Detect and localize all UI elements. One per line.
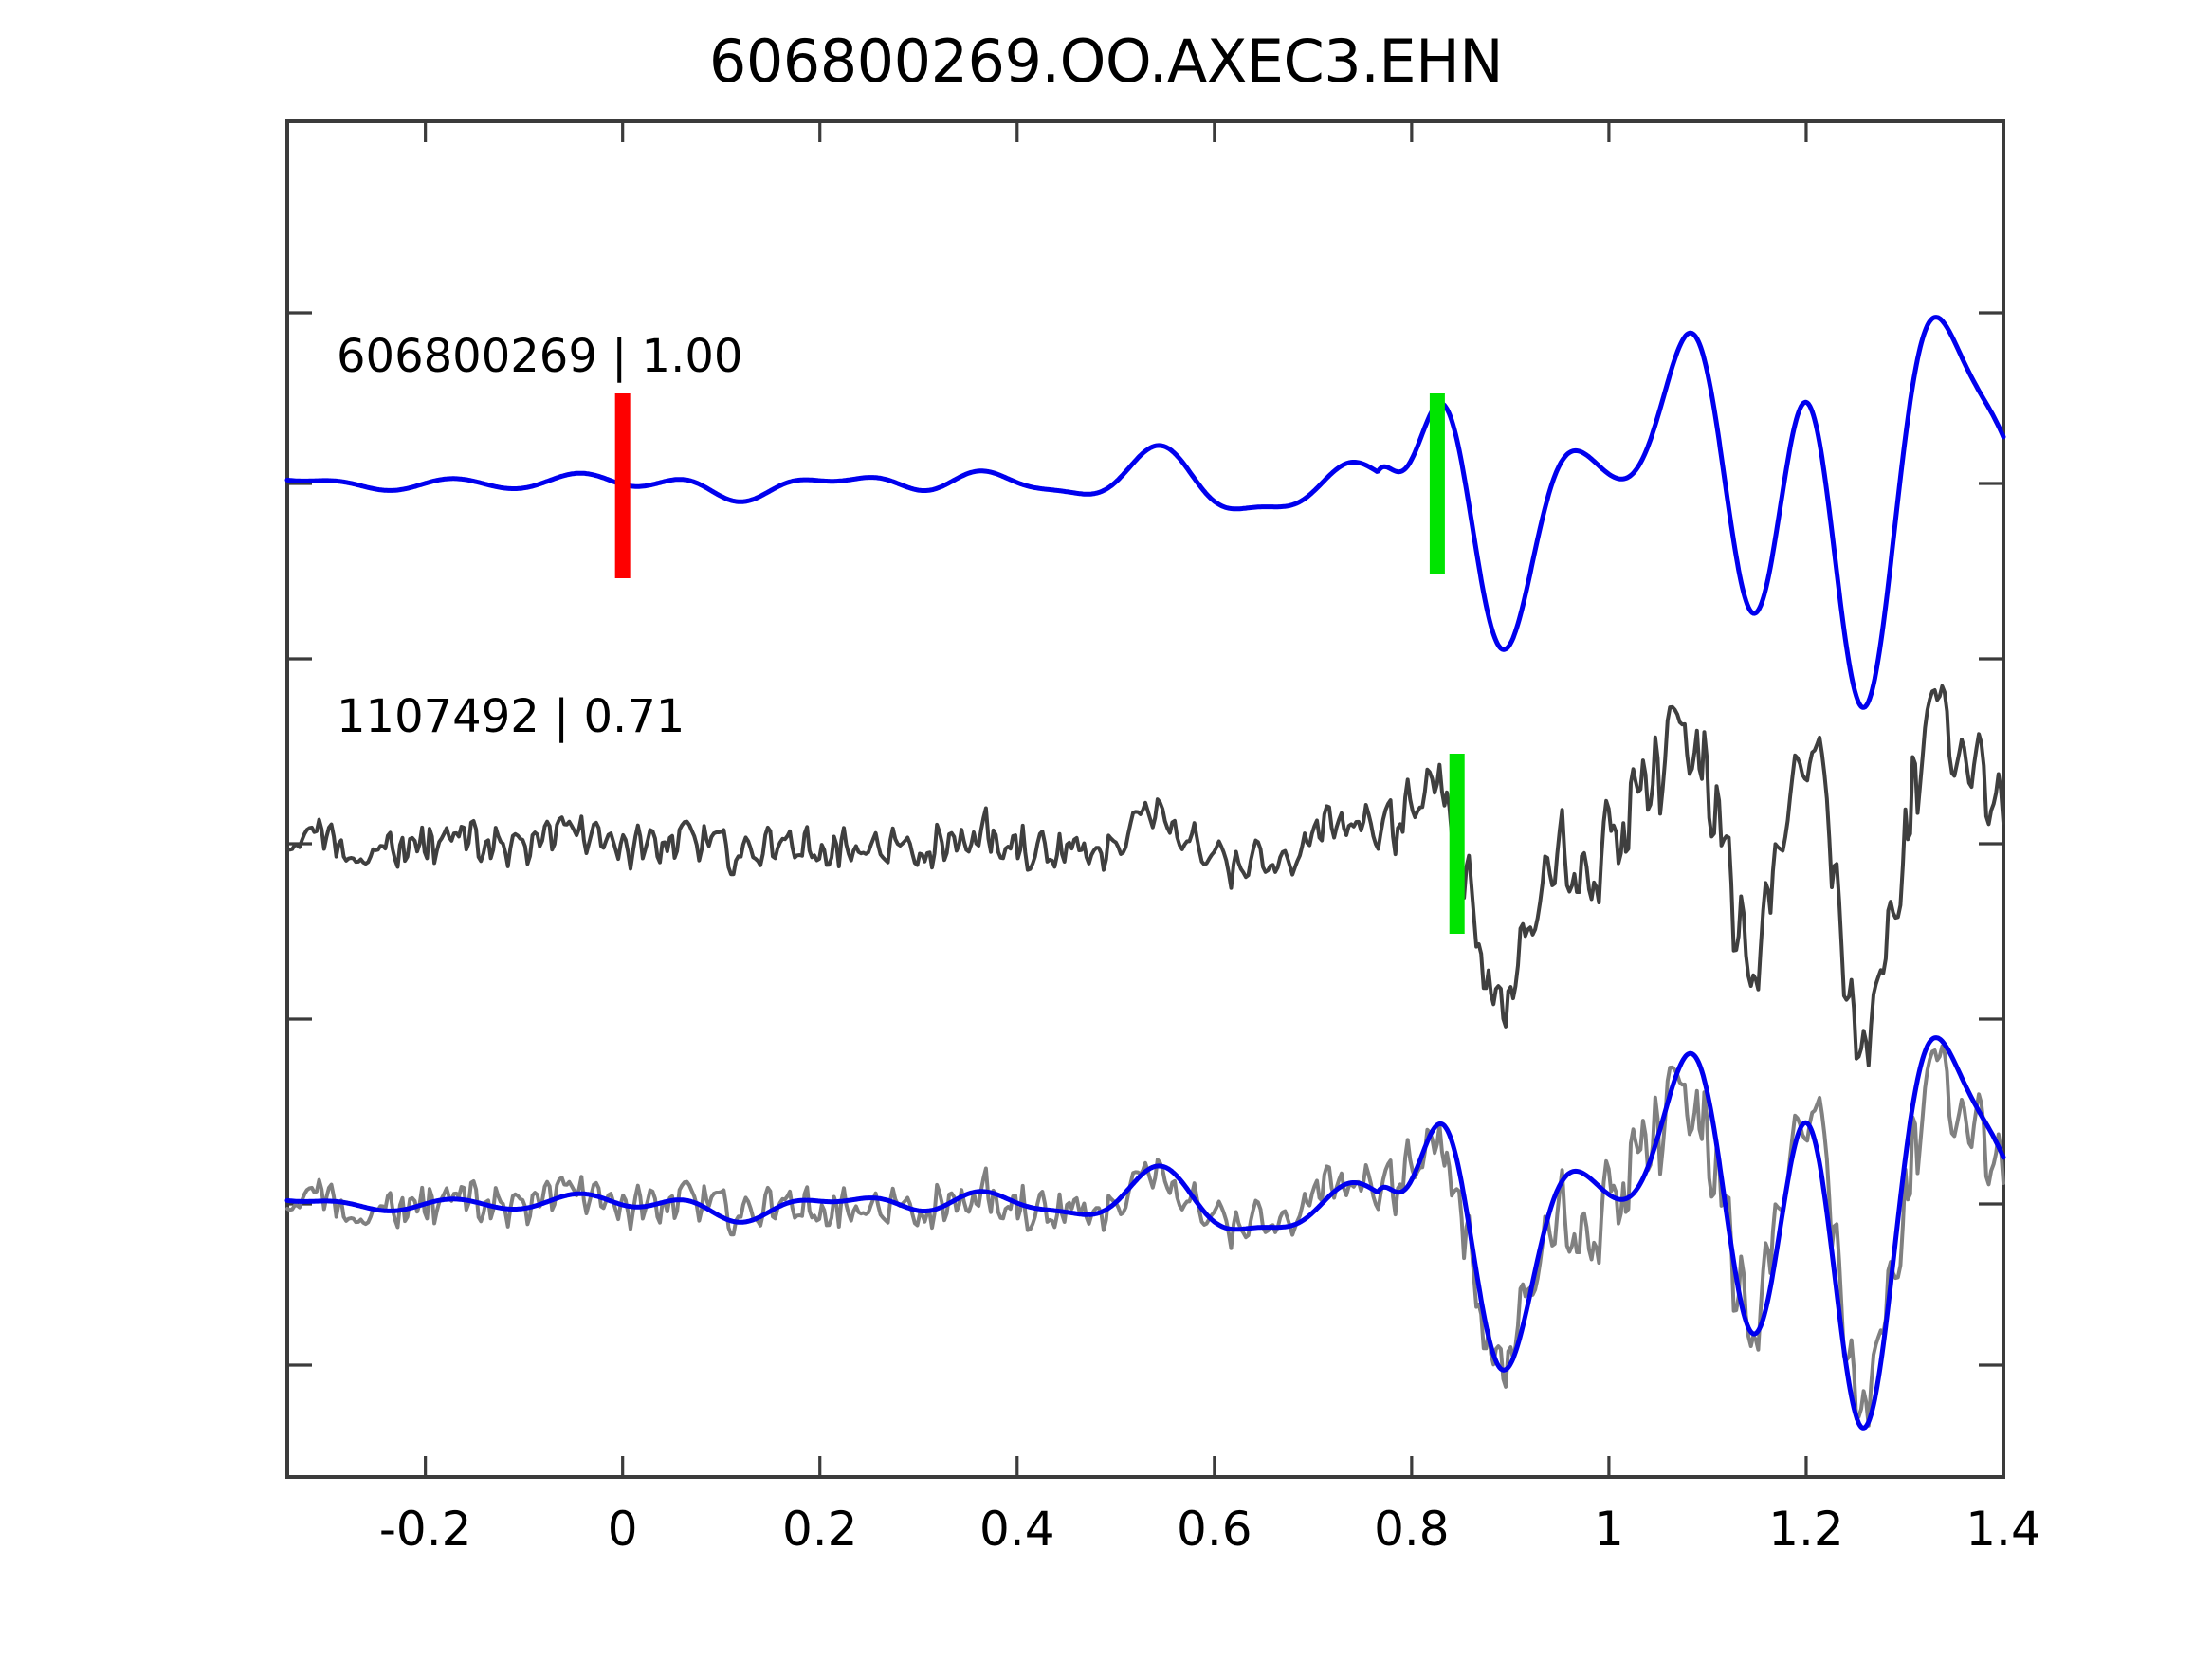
page-title: 606800269.OO.AXEC3.EHN xyxy=(708,27,1504,96)
x-tick-label: -0.2 xyxy=(379,1502,472,1557)
x-tick-label: 0.2 xyxy=(782,1502,858,1557)
x-tick-label: 0.4 xyxy=(979,1502,1055,1557)
plot-frame xyxy=(285,119,2005,1479)
x-axis-ticks xyxy=(424,121,2005,1477)
waveform-traces xyxy=(284,315,2006,1431)
waveform-template-event-trace-1107492 xyxy=(285,684,2005,1067)
x-tick-label: 1.4 xyxy=(1965,1502,2041,1557)
trace-label-target-event-trace: 606800269 | 1.00 xyxy=(337,330,742,383)
x-axis-tick-labels: -0.2 0 0.2 0.4 0.6 0.8 1 1.2 1.4 xyxy=(379,1502,2041,1557)
waveform-overlay-comparison-trace-606800269 xyxy=(284,1035,2006,1431)
x-tick-label: 1 xyxy=(1594,1502,1624,1557)
axes-frame xyxy=(285,119,2005,1479)
waveform-target-event-trace-606800269 xyxy=(284,315,2006,710)
x-tick-label: 0.8 xyxy=(1374,1502,1450,1557)
x-tick-label: 1.2 xyxy=(1768,1502,1844,1557)
trace-label-template-event-trace: 1107492 | 0.71 xyxy=(337,690,685,743)
y-axis-ticks xyxy=(287,311,2003,1367)
phase-pick-markers xyxy=(614,393,1465,934)
x-tick-label: 0 xyxy=(608,1502,638,1557)
x-tick-label: 0.6 xyxy=(1177,1502,1252,1557)
trace-labels: 606800269 | 1.00 1107492 | 0.71 xyxy=(337,330,742,743)
waveform-overlay-comparison-trace-1107492 xyxy=(285,1044,2005,1428)
